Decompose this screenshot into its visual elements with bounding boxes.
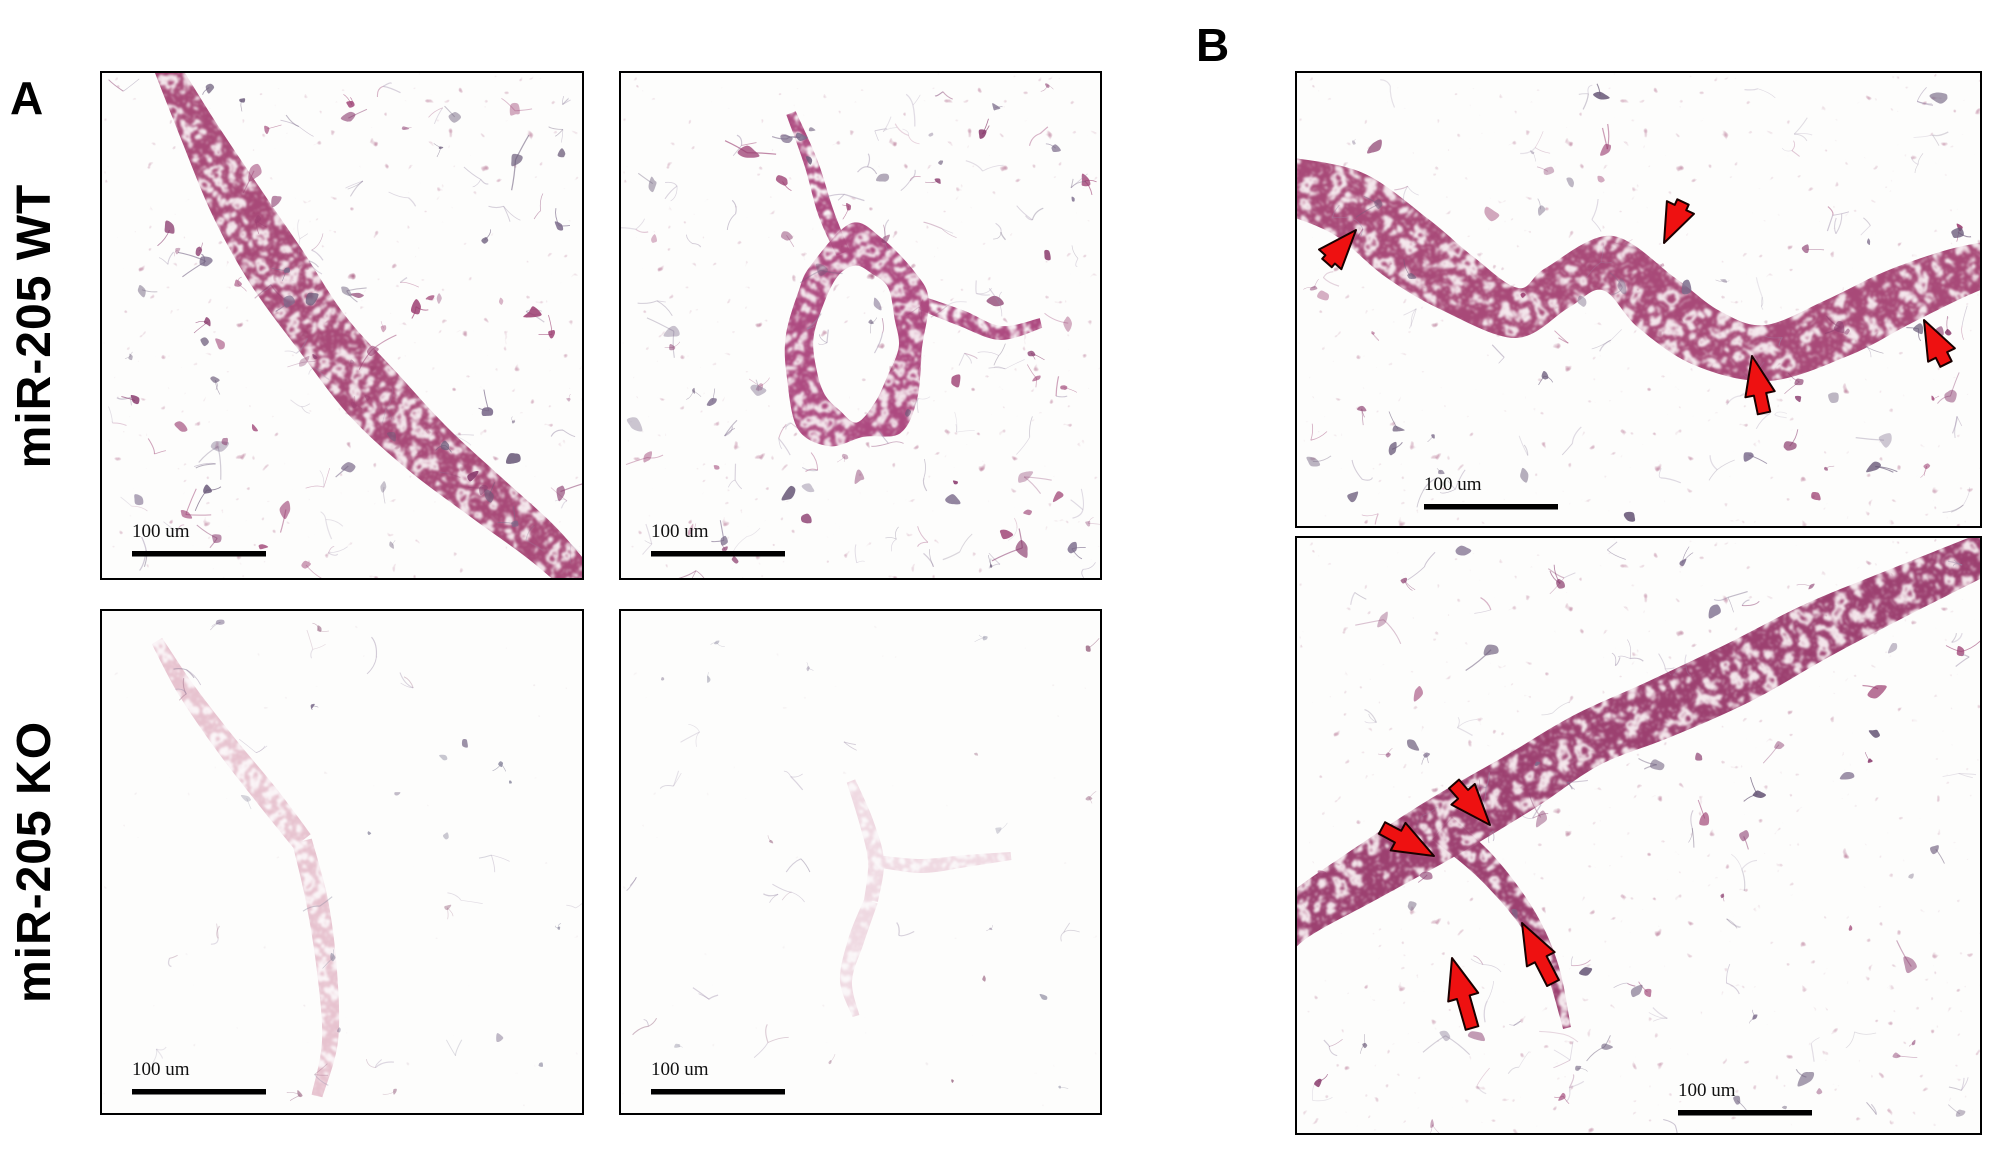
svg-text:100 um: 100 um xyxy=(1678,1080,1736,1101)
svg-text:100 um: 100 um xyxy=(1424,474,1482,495)
svg-text:100 um: 100 um xyxy=(132,1059,190,1080)
svg-text:100 um: 100 um xyxy=(651,1059,709,1080)
svg-text:100 um: 100 um xyxy=(651,521,709,542)
svg-text:100 um: 100 um xyxy=(132,521,190,542)
